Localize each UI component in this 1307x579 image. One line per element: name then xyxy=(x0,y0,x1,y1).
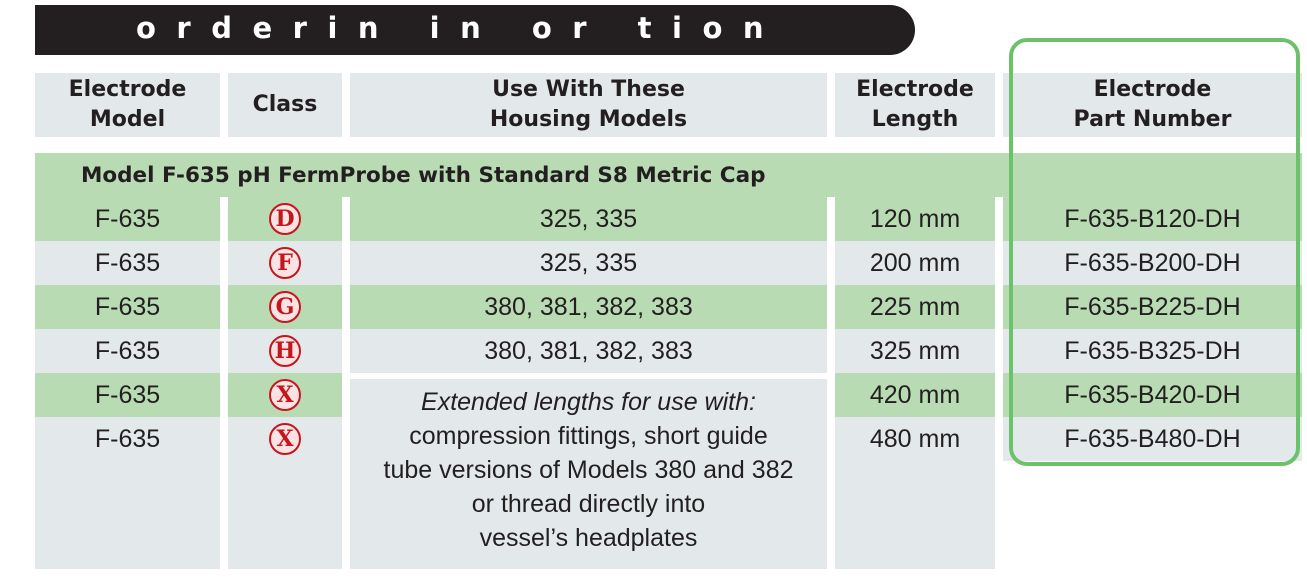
row-2-part-text: F-635-B200-DH xyxy=(1064,248,1241,277)
filler-model xyxy=(35,461,220,569)
class-badge-icon: H xyxy=(269,335,301,367)
row-6-class: X xyxy=(228,417,342,461)
row-5-model-text: F-635 xyxy=(94,380,161,409)
row-3-model: F-635 xyxy=(35,285,220,329)
row-6-model-text: F-635 xyxy=(94,424,161,453)
row-4-housing: 380, 381, 382, 383 xyxy=(350,329,827,373)
filler-class xyxy=(228,461,342,569)
row-6-part-text: F-635-B480-DH xyxy=(1064,424,1241,453)
class-badge-icon: F xyxy=(269,247,301,279)
row-1-model: F-635 xyxy=(35,197,220,241)
row-2-model: F-635 xyxy=(35,241,220,285)
row-6-length-text: 480 mm xyxy=(869,424,961,453)
row-5-length: 420 mm xyxy=(835,373,995,417)
section-title: Model F-635 pH FermProbe with Standard S… xyxy=(35,153,1302,197)
class-badge-icon: D xyxy=(269,203,301,235)
row-3-part: F-635-B225-DH xyxy=(1003,285,1302,329)
row-4-model-text: F-635 xyxy=(94,336,161,365)
header-class: Class xyxy=(228,73,342,137)
row-2-length-text: 200 mm xyxy=(869,248,961,277)
row-1-model-text: F-635 xyxy=(94,204,161,233)
row-3-part-text: F-635-B225-DH xyxy=(1064,292,1241,321)
row-1-part-text: F-635-B120-DH xyxy=(1064,204,1241,233)
row-1-length: 120 mm xyxy=(835,197,995,241)
row-4-housing-text: 380, 381, 382, 383 xyxy=(484,336,693,365)
row-4-class: H xyxy=(228,329,342,373)
header-part-number: Electrode Part Number xyxy=(1003,73,1302,137)
class-badge-icon: G xyxy=(269,291,301,323)
extended-note-heading: Extended lengths for use with: xyxy=(421,388,756,416)
row-2-length: 200 mm xyxy=(835,241,995,285)
row-5-model: F-635 xyxy=(35,373,220,417)
row-5-part-text: F-635-B420-DH xyxy=(1064,380,1241,409)
class-badge-icon: X xyxy=(269,379,301,411)
header-housing-models: Use With These Housing Models xyxy=(350,73,827,137)
row-1-housing-text: 325, 335 xyxy=(539,204,638,233)
row-1-part: F-635-B120-DH xyxy=(1003,197,1302,241)
row-2-part: F-635-B200-DH xyxy=(1003,241,1302,285)
row-6-part: F-635-B480-DH xyxy=(1003,417,1302,461)
filler-length xyxy=(835,461,995,569)
row-2-housing: 325, 335 xyxy=(350,241,827,285)
row-2-model-text: F-635 xyxy=(94,248,161,277)
row-4-length-text: 325 mm xyxy=(869,336,961,365)
row-5-class: X xyxy=(228,373,342,417)
row-1-length-text: 120 mm xyxy=(869,204,961,233)
row-1-housing: 325, 335 xyxy=(350,197,827,241)
row-1-class: D xyxy=(228,197,342,241)
extended-note-line-4: vessel’s headplates xyxy=(479,524,698,552)
row-2-housing-text: 325, 335 xyxy=(539,248,638,277)
class-badge-icon: X xyxy=(269,423,301,455)
row-3-model-text: F-635 xyxy=(94,292,161,321)
row-6-model: F-635 xyxy=(35,417,220,461)
row-6-length: 480 mm xyxy=(835,417,995,461)
row-4-part-text: F-635-B325-DH xyxy=(1064,336,1241,365)
header-electrode-model: Electrode Model xyxy=(35,73,220,137)
row-4-length: 325 mm xyxy=(835,329,995,373)
row-5-part: F-635-B420-DH xyxy=(1003,373,1302,417)
extended-note-line-1: compression fittings, short guide xyxy=(409,422,768,450)
row-3-length-text: 225 mm xyxy=(869,292,961,321)
row-4-part: F-635-B325-DH xyxy=(1003,329,1302,373)
row-4-model: F-635 xyxy=(35,329,220,373)
row-5-length-text: 420 mm xyxy=(869,380,961,409)
extended-note-line-2: tube versions of Models 380 and 382 xyxy=(383,456,794,484)
banner-title: orderin in or tion xyxy=(35,5,915,55)
row-3-class: G xyxy=(228,285,342,329)
row-3-housing-text: 380, 381, 382, 383 xyxy=(484,292,693,321)
header-electrode-length: Electrode Length xyxy=(835,73,995,137)
row-3-housing: 380, 381, 382, 383 xyxy=(350,285,827,329)
row-2-class: F xyxy=(228,241,342,285)
extended-note-line-3: or thread directly into xyxy=(471,490,706,518)
extended-lengths-note: Extended lengths for use with: compressi… xyxy=(350,379,827,569)
row-3-length: 225 mm xyxy=(835,285,995,329)
